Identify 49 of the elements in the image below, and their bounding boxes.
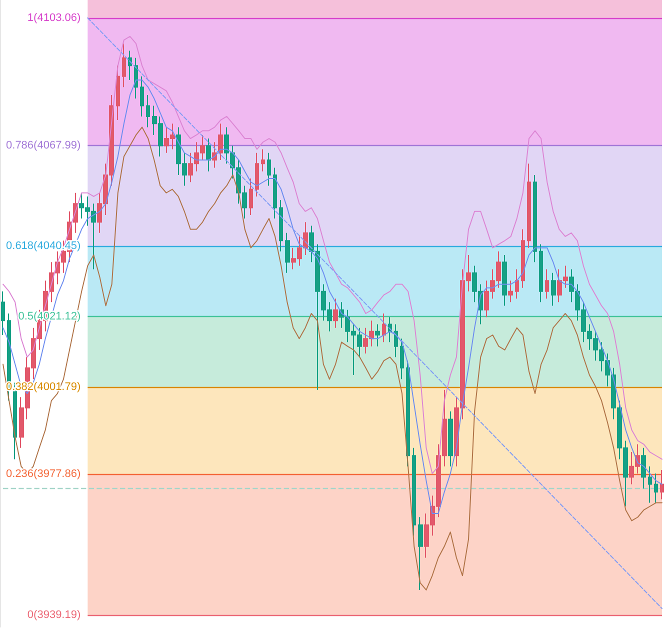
annotation: (3977.86) (34, 468, 81, 480)
candlestick (539, 244, 543, 303)
candlestick (122, 43, 126, 88)
candlestick (412, 447, 416, 536)
line-series (2, 80, 662, 514)
candlestick (333, 298, 338, 328)
candlestick (508, 280, 513, 303)
y-tick-label: 0.618 (6, 240, 34, 252)
candlestick (128, 50, 132, 81)
annotation: (4067.99) (34, 140, 81, 152)
candlestick (267, 152, 271, 186)
candlestick (533, 174, 537, 263)
candlestick (406, 360, 410, 467)
candlestick (527, 163, 531, 248)
y-tick-label: 1 (27, 12, 34, 24)
candlestick (648, 466, 652, 504)
candlestick (1, 290, 5, 336)
candlestick (418, 516, 423, 590)
candlestick (660, 469, 664, 500)
candlestick (261, 148, 265, 172)
candlestick (140, 76, 144, 117)
y-tick-label: 0.236 (6, 468, 34, 480)
candlestick (134, 57, 138, 100)
candlestick (249, 178, 253, 216)
candlestick (400, 338, 404, 380)
candlestick (545, 268, 549, 300)
candlestick (146, 94, 150, 128)
candlestick (285, 232, 290, 274)
candlestick (206, 138, 211, 172)
annotation: (4103.06) (34, 12, 81, 24)
candlestick (654, 473, 658, 504)
candlestick (521, 228, 525, 288)
y-tick-label: 0.786 (6, 140, 34, 152)
candlestick (515, 268, 519, 300)
candlestick (382, 313, 386, 343)
annotation: (3939.19) (34, 609, 81, 622)
candlestick (394, 324, 398, 358)
candlestick (279, 200, 283, 252)
candlestick (502, 254, 507, 306)
candlestick (375, 324, 380, 347)
line-series (2, 126, 662, 590)
candlestick (116, 65, 120, 121)
candlestick (641, 447, 646, 489)
candlestick (551, 272, 556, 306)
candlestick (273, 167, 277, 220)
y-tick-label: 0 (27, 609, 34, 622)
y-tick-label: 0.5 (18, 310, 34, 322)
candlestick (448, 410, 453, 467)
candlestick (255, 152, 259, 197)
